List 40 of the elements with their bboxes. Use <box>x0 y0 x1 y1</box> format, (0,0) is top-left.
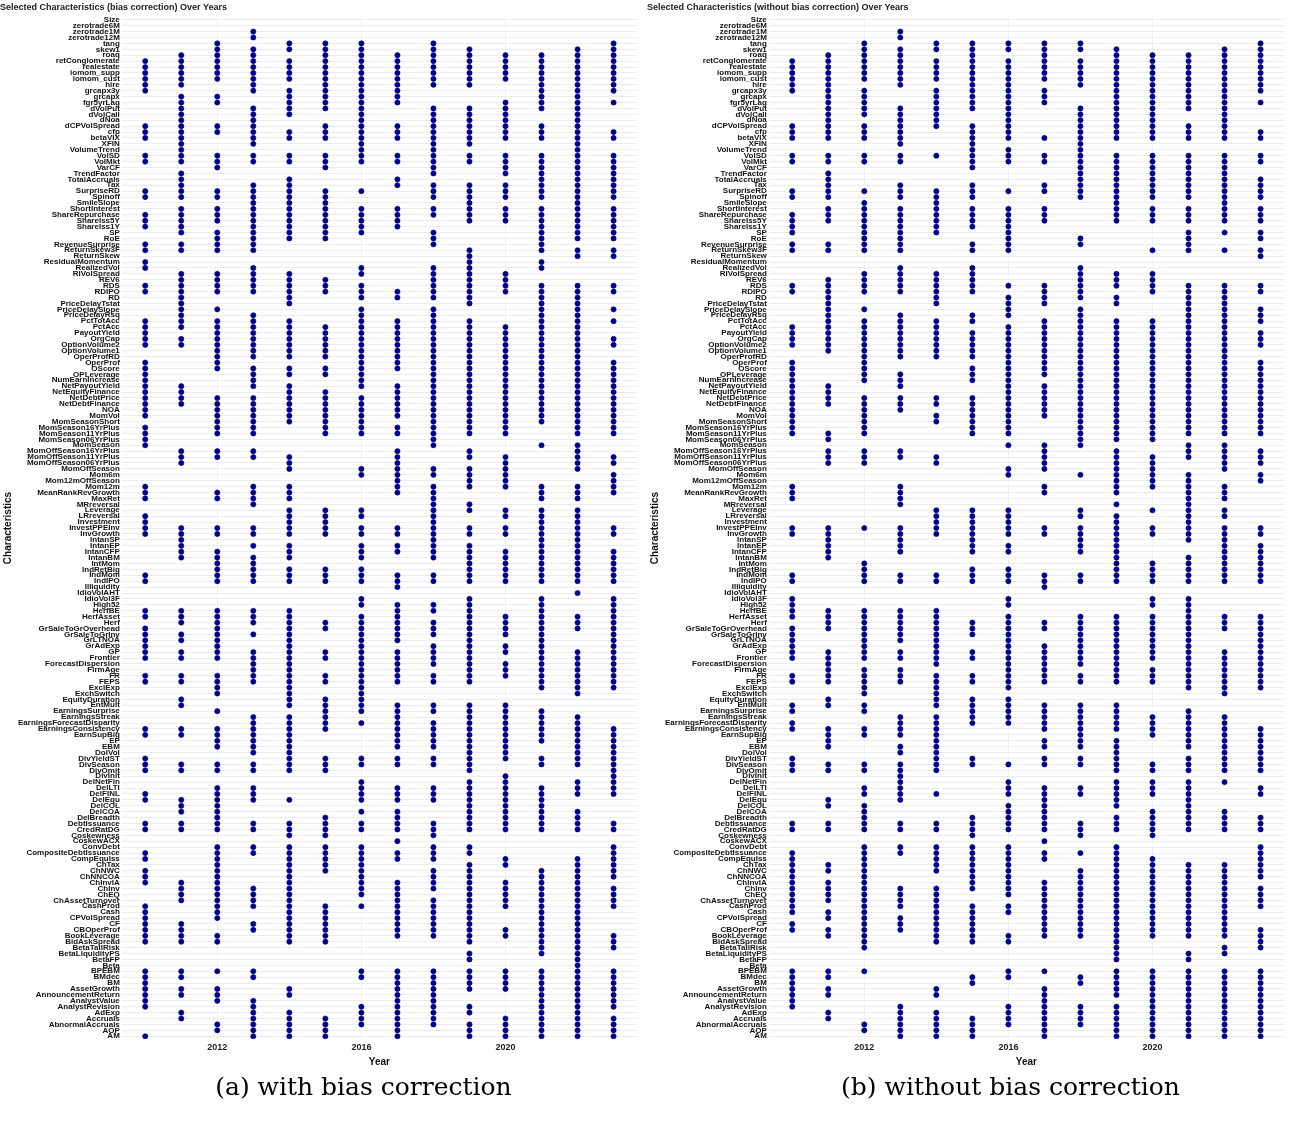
y-tick-label: NetPayoutYield <box>61 381 120 391</box>
y-tick-label: EarningsSurprise <box>53 706 121 716</box>
y-axis-title: Characteristics <box>1 491 13 565</box>
x-tick-label: 2016 <box>351 1042 372 1053</box>
y-tick-label: NetPayoutYield <box>708 381 767 391</box>
chart-title: Selected Characteristics (without bias correction) Over Years <box>647 1 909 12</box>
y-tick-label: Size <box>750 14 768 24</box>
y-tick-label: EarningsSurprise <box>700 706 768 716</box>
y-tick-label: dCPVolSpread <box>711 121 767 131</box>
x-tick-label: 2012 <box>854 1042 875 1053</box>
y-tick-label: Size <box>103 14 121 24</box>
x-tick-label: 2020 <box>495 1042 516 1053</box>
y-tick-label: High52 <box>93 600 121 610</box>
y-tick-label: CBOperProf <box>73 925 121 935</box>
y-tick-label: DelEqu <box>92 795 120 805</box>
y-tick-label: GrAdExp <box>85 641 120 651</box>
y-tick-label: GrAdExp <box>732 641 767 651</box>
y-tick-label: High52 <box>740 600 768 610</box>
x-tick-label: 2020 <box>1142 1042 1163 1053</box>
y-tick-label: CBOperProf <box>720 925 768 935</box>
text: (b) without bias correction <box>840 1072 1181 1101</box>
y-tick-label: RIVolSpread <box>72 269 120 279</box>
y-tick-label: ForecastDispersion <box>692 659 767 669</box>
y-axis-title: Characteristics <box>648 491 660 565</box>
x-tick-label: 2012 <box>207 1042 228 1053</box>
text: (a) with bias correction <box>214 1072 513 1101</box>
y-tick-label: Illiquidity <box>731 582 768 592</box>
x-tick-label: 2016 <box>998 1042 1019 1053</box>
y-tick-label: Illiquidity <box>84 582 121 592</box>
x-axis-title: Year <box>368 1055 391 1067</box>
chart-title: Selected Characteristics (bias correction) Over Years <box>0 1 227 12</box>
y-tick-label: CPVolSpread <box>716 913 767 923</box>
y-tick-label: iomom_supp <box>717 68 767 78</box>
x-axis-title: Year <box>1015 1055 1038 1067</box>
y-tick-label: iomom_supp <box>70 68 120 78</box>
y-tick-label: DelEqu <box>739 795 767 805</box>
y-tick-label: ForecastDispersion <box>45 659 120 669</box>
y-tick-label: dCPVolSpread <box>64 121 120 131</box>
y-tick-label: RIVolSpread <box>719 269 767 279</box>
y-tick-label: CPVolSpread <box>69 913 120 923</box>
